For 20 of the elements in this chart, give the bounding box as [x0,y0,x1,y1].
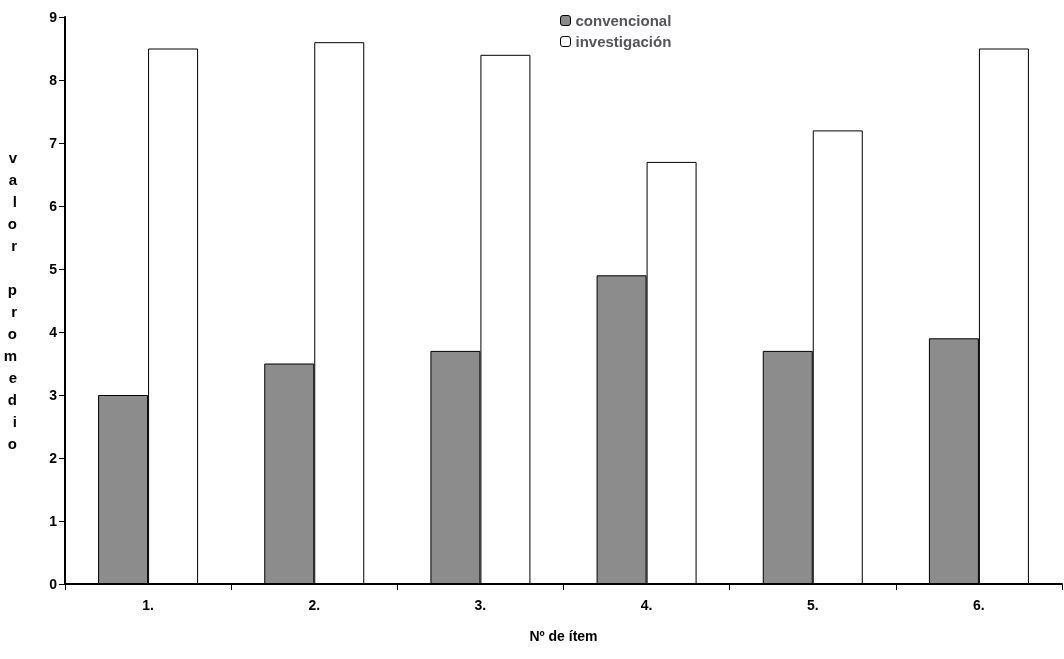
y-tick-label: 9 [49,9,58,25]
y-tick-label: 4 [49,324,58,340]
legend-label: convencional [575,12,672,29]
y-tick-label: 3 [49,387,58,403]
y-tick-label: 7 [49,135,58,151]
legend-label: investigación [575,33,672,50]
x-tick-label: 1. [142,597,154,613]
x-tick-label: 5. [806,597,819,613]
y-tick-label: 8 [49,72,58,88]
x-tick-label: 6. [973,597,985,613]
text: valor promedio [3,149,17,452]
y-tick-label: 6 [49,198,58,214]
y-tick-label: 1 [49,513,58,529]
x-tick-label: 3. [474,597,487,613]
x-axis-title: Nº de ítem [529,628,598,644]
y-tick-label: 5 [49,261,58,277]
y-tick-label: 0 [49,576,58,592]
x-tick-label: 2. [308,597,321,613]
y-tick-label: 2 [49,450,58,466]
x-tick-label: 4. [640,597,653,613]
